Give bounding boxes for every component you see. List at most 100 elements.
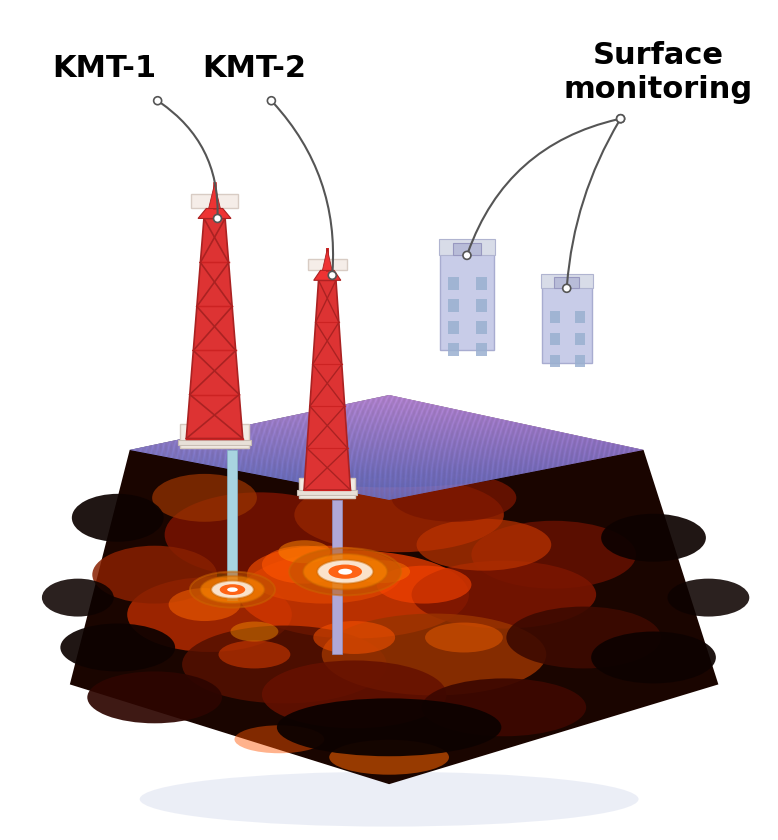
Polygon shape — [363, 400, 621, 455]
Polygon shape — [340, 405, 598, 459]
Polygon shape — [138, 396, 399, 452]
Polygon shape — [251, 423, 511, 476]
Polygon shape — [286, 417, 545, 470]
Polygon shape — [350, 402, 608, 458]
Polygon shape — [265, 421, 524, 474]
Polygon shape — [209, 184, 220, 208]
Polygon shape — [366, 445, 623, 496]
Ellipse shape — [412, 560, 596, 628]
Ellipse shape — [329, 740, 449, 774]
Polygon shape — [132, 396, 394, 451]
Polygon shape — [158, 444, 419, 494]
Polygon shape — [327, 407, 585, 462]
Polygon shape — [303, 412, 562, 466]
Polygon shape — [228, 428, 489, 480]
Polygon shape — [275, 418, 534, 472]
Circle shape — [328, 271, 336, 280]
Ellipse shape — [190, 571, 275, 607]
Polygon shape — [371, 398, 629, 454]
Polygon shape — [130, 449, 391, 500]
Polygon shape — [212, 412, 473, 466]
Polygon shape — [216, 431, 475, 483]
Polygon shape — [352, 442, 611, 493]
Bar — [476, 299, 487, 312]
Polygon shape — [267, 420, 527, 474]
Bar — [575, 333, 585, 345]
Bar — [454, 244, 481, 255]
Polygon shape — [257, 423, 517, 475]
Ellipse shape — [240, 551, 469, 638]
Polygon shape — [348, 441, 605, 492]
Polygon shape — [356, 402, 613, 456]
Polygon shape — [231, 417, 491, 470]
Ellipse shape — [201, 576, 265, 603]
Ellipse shape — [668, 579, 749, 617]
Circle shape — [153, 97, 162, 105]
Polygon shape — [280, 427, 539, 480]
Polygon shape — [278, 418, 537, 471]
Bar — [300, 479, 356, 498]
Polygon shape — [337, 406, 595, 460]
Ellipse shape — [601, 514, 706, 562]
Polygon shape — [169, 441, 429, 492]
Bar — [554, 277, 579, 288]
Polygon shape — [329, 407, 587, 461]
Polygon shape — [259, 423, 519, 475]
Polygon shape — [376, 397, 633, 453]
Polygon shape — [208, 433, 468, 485]
Polygon shape — [249, 424, 509, 477]
Polygon shape — [360, 401, 618, 455]
Polygon shape — [205, 411, 465, 465]
Ellipse shape — [247, 546, 401, 604]
Ellipse shape — [165, 492, 354, 577]
Polygon shape — [148, 399, 409, 454]
Polygon shape — [161, 443, 422, 494]
Polygon shape — [239, 427, 499, 479]
Polygon shape — [335, 406, 593, 460]
Polygon shape — [319, 409, 577, 464]
Polygon shape — [321, 409, 580, 463]
Polygon shape — [298, 431, 557, 483]
Polygon shape — [150, 400, 412, 454]
Polygon shape — [200, 410, 461, 464]
Polygon shape — [275, 426, 534, 478]
Polygon shape — [272, 419, 531, 472]
Polygon shape — [156, 401, 417, 455]
Polygon shape — [358, 444, 615, 494]
Polygon shape — [296, 414, 555, 468]
Ellipse shape — [506, 606, 661, 669]
Polygon shape — [197, 435, 457, 487]
Polygon shape — [301, 413, 559, 467]
Polygon shape — [345, 404, 603, 459]
Polygon shape — [290, 429, 549, 481]
Polygon shape — [226, 415, 485, 469]
Ellipse shape — [377, 565, 471, 604]
Polygon shape — [348, 403, 605, 458]
Polygon shape — [223, 415, 483, 469]
Text: KMT-1: KMT-1 — [53, 55, 157, 83]
Polygon shape — [142, 398, 405, 453]
Polygon shape — [314, 270, 341, 281]
Ellipse shape — [61, 623, 175, 671]
Polygon shape — [270, 425, 529, 477]
Ellipse shape — [289, 548, 401, 596]
Polygon shape — [216, 413, 475, 467]
Ellipse shape — [250, 443, 529, 487]
Bar — [550, 312, 560, 323]
Polygon shape — [181, 438, 443, 490]
Polygon shape — [293, 429, 552, 482]
Polygon shape — [373, 398, 631, 453]
Polygon shape — [218, 431, 478, 483]
Polygon shape — [384, 396, 641, 451]
Ellipse shape — [227, 587, 238, 592]
Polygon shape — [278, 427, 537, 479]
Ellipse shape — [93, 546, 217, 604]
Ellipse shape — [279, 540, 330, 563]
Polygon shape — [381, 449, 639, 499]
Polygon shape — [282, 417, 541, 470]
Bar — [227, 450, 237, 600]
Ellipse shape — [262, 660, 447, 728]
Bar — [476, 344, 487, 356]
Polygon shape — [153, 400, 415, 455]
Polygon shape — [233, 417, 493, 470]
